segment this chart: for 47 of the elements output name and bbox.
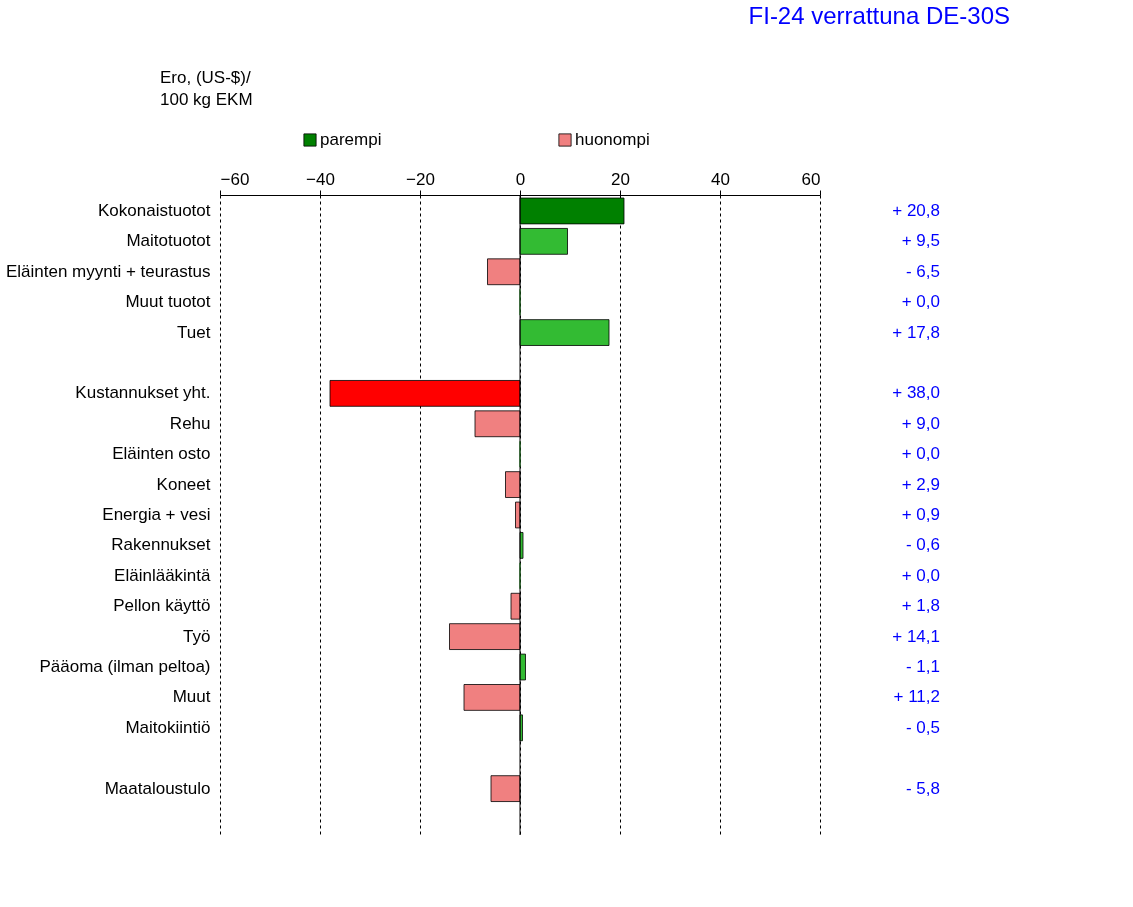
x-tick-label: 40	[711, 169, 730, 189]
y-tick-label: Muut	[172, 687, 211, 707]
y-tick-label: Maataloustulo	[104, 778, 211, 798]
x-tick-label: −20	[406, 169, 435, 189]
legend-label: huonompi	[575, 130, 650, 149]
text: FI-24 verrattuna DE-30S	[748, 2, 1010, 29]
x-tick-label: 60	[801, 169, 821, 189]
text: + 0,9	[901, 505, 940, 524]
text: - 6,5	[905, 261, 940, 281]
y-tick-label: Pääoma (ilman peltoa)	[39, 657, 211, 677]
y-tick-label: Kokonaistuotot	[98, 200, 211, 220]
y-tick-label: Eläinten osto	[112, 444, 211, 464]
legend-label: parempi	[320, 130, 382, 149]
text: + 9,0	[901, 413, 940, 433]
text: + 9,5	[901, 231, 940, 251]
y-tick-label: Rehu	[169, 413, 211, 433]
y-tick-label: Energia + vesi	[102, 505, 211, 524]
x-tick-label: −60	[220, 169, 250, 189]
text: + 0,0	[901, 444, 940, 464]
y-tick-label: Työ	[183, 626, 211, 646]
text: + 0,0	[901, 292, 940, 312]
y-tick-label: Eläinlääkintä	[114, 565, 212, 585]
y-tick-label: Tuet	[177, 322, 211, 342]
text: + 1,8	[901, 596, 940, 616]
y-tick-label: Pellon käyttö	[113, 596, 211, 616]
text: - 0,6	[905, 535, 940, 555]
text: + 17,8	[892, 322, 940, 342]
y-tick-label: Eläinten myynti + teurastus	[5, 261, 211, 281]
y-tick-label: Maitotuotot	[126, 231, 211, 251]
text: + 0,0	[901, 565, 940, 585]
text: + 38,0	[892, 383, 940, 403]
x-axis-title: Ero, (US-$)/ 100 kg EKM	[160, 68, 253, 109]
text: + 11,2	[893, 687, 940, 707]
y-tick-label: Kustannukset yht.	[75, 383, 211, 403]
text: + 14,1	[892, 626, 940, 646]
y-tick-label: Koneet	[156, 474, 211, 494]
text: + 2,9	[901, 474, 940, 494]
y-tick-label: Maitokiintiö	[125, 717, 211, 737]
y-tick-label: Muut tuotot	[125, 292, 211, 312]
x-tick-label: −40	[306, 169, 335, 189]
x-tick-label: 0	[515, 169, 526, 189]
text: - 5,8	[905, 778, 940, 798]
text: - 1,1	[905, 657, 940, 677]
y-tick-label: Rakennukset	[111, 535, 211, 555]
text: - 0,5	[905, 717, 940, 737]
text: + 20,8	[892, 200, 940, 220]
x-tick-label: 20	[611, 169, 630, 189]
